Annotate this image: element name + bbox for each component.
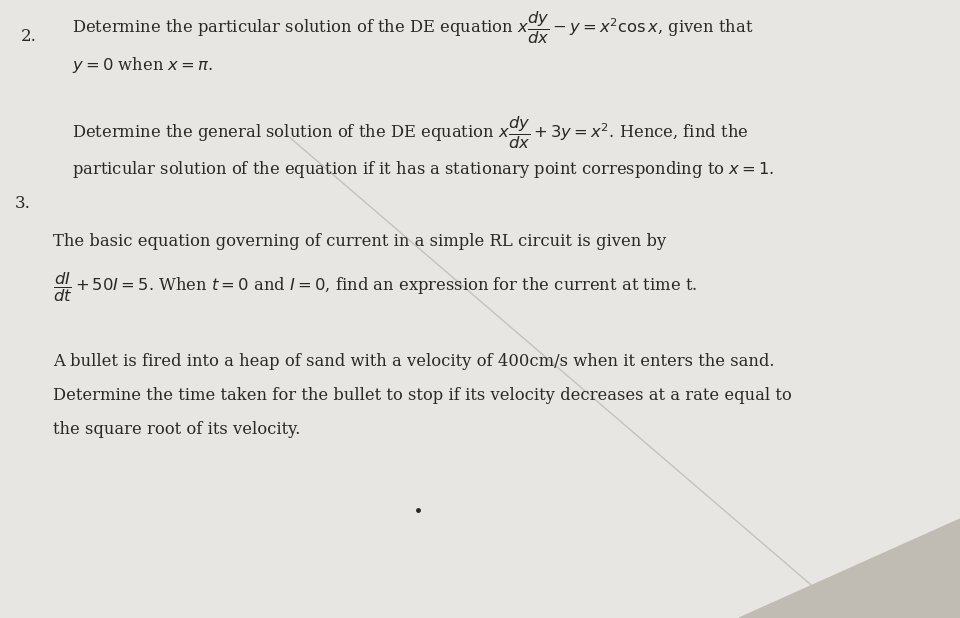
Text: A bullet is fired into a heap of sand with a velocity of 400cm/s when it enters : A bullet is fired into a heap of sand wi…	[53, 353, 775, 370]
Text: 3.: 3.	[14, 195, 31, 212]
Text: The basic equation governing of current in a simple RL circuit is given by: The basic equation governing of current …	[53, 232, 666, 250]
Text: the square root of its velocity.: the square root of its velocity.	[53, 421, 300, 438]
Text: Determine the time taken for the bullet to stop if its velocity decreases at a r: Determine the time taken for the bullet …	[53, 387, 792, 404]
Text: Determine the general solution of the DE equation $x\dfrac{dy}{dx} + 3y = x^2$. : Determine the general solution of the DE…	[72, 115, 749, 151]
Text: $\dfrac{dI}{dt} + 50I = 5$. When $t = 0$ and $I = 0$, find an expression for the: $\dfrac{dI}{dt} + 50I = 5$. When $t = 0$…	[53, 271, 697, 304]
Text: $y = 0$ when $x = \pi$.: $y = 0$ when $x = \pi$.	[72, 55, 213, 75]
Text: particular solution of the equation if it has a stationary point corresponding t: particular solution of the equation if i…	[72, 159, 775, 180]
Text: 2.: 2.	[21, 28, 37, 45]
Polygon shape	[739, 519, 960, 618]
Text: Determine the particular solution of the DE equation $x\dfrac{dy}{dx} - y = x^2\: Determine the particular solution of the…	[72, 10, 754, 46]
